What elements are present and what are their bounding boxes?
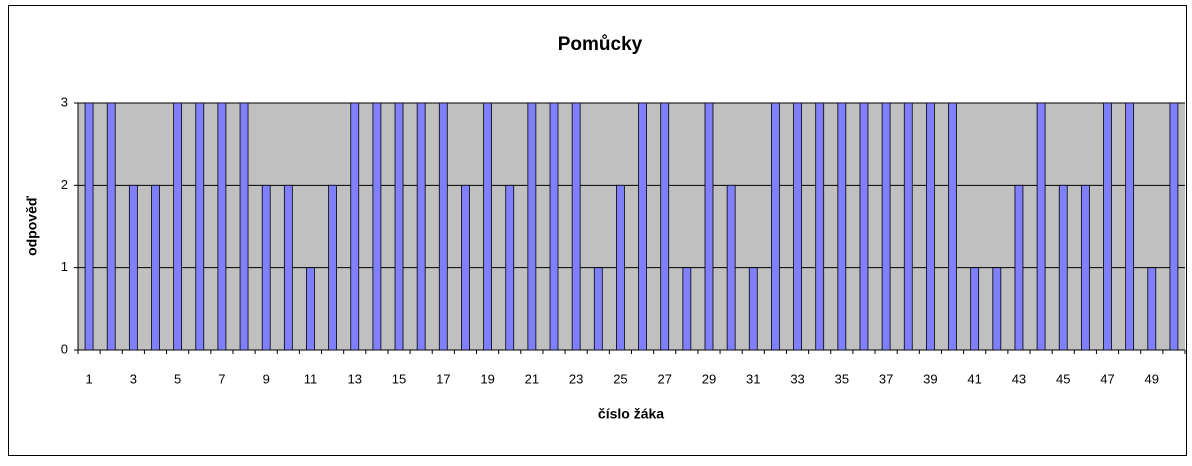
bar: [438, 102, 448, 351]
bar: [1014, 184, 1024, 351]
bar: [106, 102, 116, 351]
x-tick-label: 27: [657, 371, 671, 386]
bar: [1125, 102, 1135, 351]
x-tick-label: 41: [967, 371, 981, 386]
bar: [1036, 102, 1046, 351]
bar: [793, 102, 802, 351]
bar: [84, 102, 94, 351]
x-tick-label: 39: [923, 371, 937, 386]
x-tick-label: 13: [348, 371, 362, 386]
x-tick-label: 11: [304, 371, 318, 386]
bar: [903, 102, 913, 351]
x-tick-label: 23: [569, 371, 583, 386]
bar: [350, 102, 360, 351]
bar: [771, 102, 780, 351]
x-tick-label: 5: [174, 371, 181, 386]
bar: [416, 102, 426, 351]
x-tick-label: 29: [702, 371, 716, 386]
x-tick-label: 25: [613, 371, 627, 386]
x-tick-label: 15: [392, 371, 406, 386]
x-tick-label: 19: [480, 371, 494, 386]
x-tick-label: 49: [1145, 371, 1159, 386]
x-tick-label: 33: [790, 371, 804, 386]
bar: [461, 184, 470, 351]
bar: [483, 102, 492, 351]
bar: [638, 102, 647, 351]
x-tick-label: 9: [263, 371, 270, 386]
bar: [217, 102, 227, 351]
bar: [372, 102, 382, 351]
x-tick-label: 21: [525, 371, 539, 386]
x-axis-label: číslo žáka: [598, 406, 664, 422]
bar: [992, 267, 1002, 351]
bar: [239, 102, 249, 351]
bar: [195, 102, 205, 351]
y-tick-label: 0: [61, 341, 68, 356]
x-tick-label: 3: [130, 371, 137, 386]
x-tick-label: 37: [879, 371, 893, 386]
x-tick-label: 43: [1012, 371, 1026, 386]
bar: [682, 267, 692, 351]
x-tick-label: 35: [835, 371, 849, 386]
bar: [660, 102, 670, 351]
bar: [306, 267, 315, 351]
x-tick-label: 17: [436, 371, 450, 386]
x-tick-label: 45: [1056, 371, 1070, 386]
bar: [881, 102, 891, 351]
bar: [527, 102, 537, 351]
x-tick-label: 31: [746, 371, 760, 386]
bar: [128, 184, 138, 351]
bar: [1147, 267, 1157, 351]
bar: [925, 102, 935, 351]
x-tick-label: 7: [218, 371, 225, 386]
bar: [328, 184, 338, 351]
x-tick-label: 47: [1100, 371, 1114, 386]
bar: [261, 184, 271, 351]
bar: [726, 184, 736, 351]
bar: [616, 184, 625, 351]
y-tick-label: 1: [61, 259, 68, 274]
bar: [394, 102, 404, 351]
y-tick-label: 3: [61, 94, 68, 109]
bar: [1058, 184, 1068, 351]
x-tick-label: 1: [85, 371, 92, 386]
bar: [505, 184, 515, 351]
bar: [815, 102, 825, 351]
bar: [571, 102, 581, 351]
y-axis-label: odpověď: [24, 195, 40, 256]
bar: [1103, 102, 1112, 351]
bar: [1169, 102, 1179, 351]
bar: [704, 102, 714, 351]
bar: [151, 184, 160, 351]
chart-title: Pomůcky: [558, 34, 643, 55]
bar: [748, 267, 758, 351]
bar: [549, 102, 559, 351]
bar: [1080, 184, 1090, 351]
bar: [283, 184, 293, 351]
bar: [173, 102, 183, 351]
bar: [593, 267, 603, 351]
bar: [859, 102, 869, 351]
bar: [948, 102, 957, 351]
bar: [970, 267, 980, 351]
y-tick-label: 2: [61, 177, 68, 192]
bar: [837, 102, 847, 351]
